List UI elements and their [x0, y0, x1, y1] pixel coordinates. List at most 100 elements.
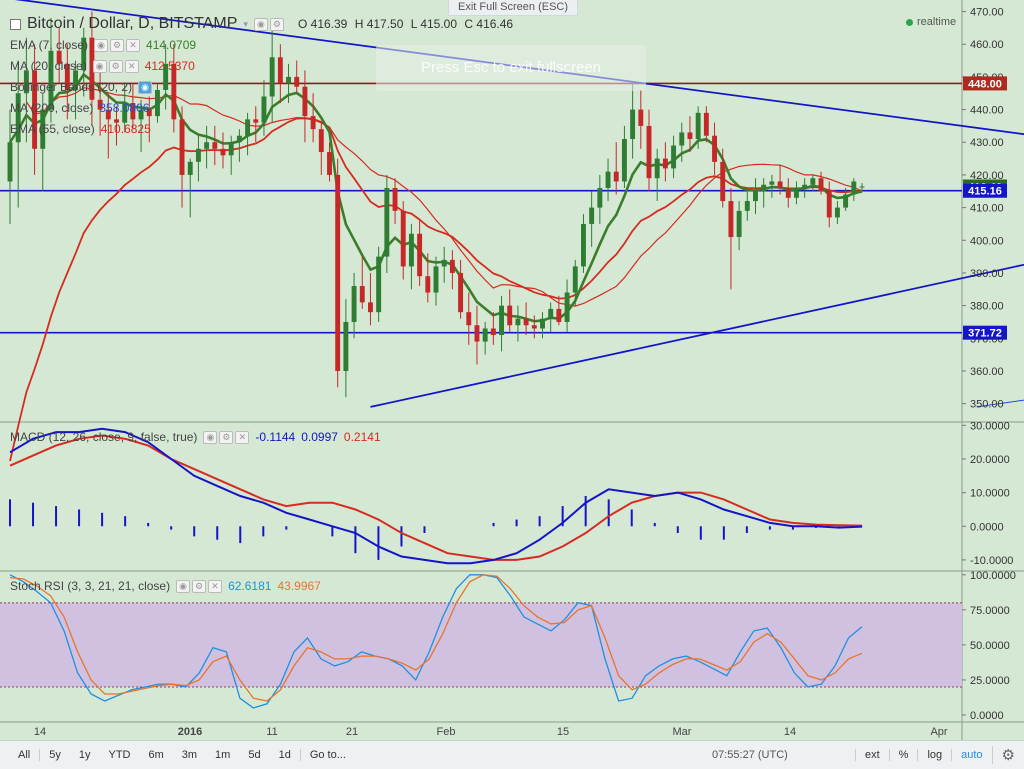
- candle-body: [408, 233, 414, 267]
- eye-icon[interactable]: ◉: [176, 579, 191, 593]
- ohlc-open-label: O: [297, 17, 308, 31]
- close-icon[interactable]: ✕: [124, 59, 139, 73]
- eye-icon[interactable]: ◉: [138, 80, 153, 94]
- candle-body: [859, 186, 865, 188]
- bottom-right-controls: ext % log auto ⚙: [854, 741, 1024, 769]
- macd-legend[interactable]: MACD (12, 26, close, 9, false, true) ◉ ⚙ ✕…: [10, 430, 381, 444]
- candle-body: [318, 129, 324, 153]
- candle-body: [474, 325, 480, 342]
- indicator-label: MA (200, close): [10, 101, 94, 115]
- candle-body: [843, 194, 849, 208]
- ohlc-high: 417.50: [366, 17, 404, 31]
- y-tick-label: 440.00: [970, 105, 1004, 117]
- status-dot-icon: [906, 18, 913, 26]
- indicator-label: EMA (55, close): [10, 122, 95, 136]
- auto-toggle[interactable]: auto: [951, 749, 991, 761]
- candle-body: [523, 318, 529, 326]
- symbol-controls: ◉ ⚙: [253, 17, 284, 31]
- candle-body: [646, 125, 652, 179]
- candle-body: [728, 201, 734, 238]
- gear-icon[interactable]: ⚙: [269, 17, 284, 31]
- indicator-label: EMA (7, close): [10, 38, 89, 52]
- range-ytd[interactable]: YTD: [108, 749, 131, 761]
- range-1m[interactable]: 1m: [215, 749, 231, 761]
- price-tag: [963, 76, 1007, 91]
- gear-icon[interactable]: ⚙: [219, 430, 234, 444]
- indicator-legend-ma200[interactable]: MA (200, close) 358.0806: [10, 101, 149, 115]
- candle-body: [195, 148, 201, 162]
- candle-body: [343, 321, 349, 371]
- candle-body: [187, 161, 193, 175]
- ohlc-open: 416.39: [310, 17, 348, 31]
- indicator-legend-ema55[interactable]: EMA (55, close) 410.6825: [10, 122, 151, 136]
- realtime-indicator: realtime: [906, 16, 956, 28]
- collapse-icon[interactable]: [10, 18, 21, 30]
- candle-body: [212, 142, 218, 149]
- candle-body: [122, 103, 128, 123]
- candle-body: [572, 266, 578, 293]
- range-all[interactable]: All: [18, 749, 31, 761]
- log-toggle[interactable]: log: [917, 749, 951, 761]
- indicator-legend-ema7[interactable]: EMA (7, close) ◉ ⚙ ✕ 414.0709: [10, 38, 196, 52]
- indicator-label: MA (20, close): [10, 59, 87, 73]
- range-3m[interactable]: 3m: [181, 749, 198, 761]
- gear-icon[interactable]: ⚙: [192, 579, 207, 593]
- y-tick-label: 410.00: [970, 203, 1004, 215]
- range-1y[interactable]: 1y: [78, 749, 91, 761]
- symbol-title[interactable]: Bitcoin / Dollar, D, BITSTAMP: [27, 15, 238, 32]
- candle-body: [277, 57, 283, 84]
- y-tick-label: 360.00: [970, 366, 1004, 378]
- percent-toggle[interactable]: %: [888, 749, 918, 761]
- indicator-legend-bollinger[interactable]: Bollinger Bands (20, 2) ◉: [10, 80, 153, 94]
- stoch-k-value: 62.6181: [228, 579, 272, 593]
- candle-body: [720, 161, 726, 202]
- candle-body: [499, 305, 504, 336]
- candle-body: [97, 99, 103, 110]
- candle-body: [540, 318, 545, 329]
- eye-icon[interactable]: ◉: [203, 430, 218, 444]
- macd-line: [9, 427, 863, 565]
- candle-body: [605, 171, 611, 188]
- eye-icon[interactable]: ◉: [253, 17, 268, 31]
- range-1d[interactable]: 1d: [278, 749, 291, 761]
- candle-body: [359, 286, 365, 303]
- candle-body: [417, 233, 423, 277]
- range-5d[interactable]: 5d: [248, 749, 261, 761]
- candle-body: [433, 266, 439, 293]
- eye-icon[interactable]: ◉: [92, 59, 107, 73]
- gear-icon[interactable]: ⚙: [110, 38, 125, 52]
- candle-body: [482, 328, 488, 342]
- candle-body: [564, 292, 570, 322]
- candle-body: [130, 103, 136, 120]
- chevron-down-icon[interactable]: ▾: [243, 18, 248, 29]
- indicator-value: 410.6825: [100, 122, 151, 136]
- candle-body: [269, 57, 275, 97]
- eye-icon[interactable]: ◉: [94, 38, 109, 52]
- range-5y[interactable]: 5y: [39, 749, 70, 761]
- stoch-legend[interactable]: Stoch RSI (3, 3, 21, 21, close) ◉ ⚙ ✕ 62.6…: [10, 579, 321, 593]
- x-tick-label: 21: [346, 726, 358, 738]
- candle-body: [458, 272, 464, 313]
- settings-gear-icon[interactable]: ⚙: [991, 746, 1024, 764]
- utc-clock: 07:55:27 (UTC): [712, 749, 788, 761]
- range-6m[interactable]: 6m: [148, 749, 164, 761]
- candle-body: [32, 70, 38, 149]
- gear-icon[interactable]: ⚙: [108, 59, 123, 73]
- close-icon[interactable]: ✕: [208, 579, 223, 593]
- x-tick-label: 15: [557, 726, 569, 738]
- goto-button[interactable]: Go to...: [299, 749, 355, 761]
- exit-fullscreen-button[interactable]: Exit Full Screen (ESC): [448, 0, 578, 16]
- candle-body: [23, 70, 29, 94]
- candle-body: [638, 109, 644, 126]
- candle-body: [81, 37, 87, 71]
- ext-toggle[interactable]: ext: [854, 749, 889, 761]
- ohlc-close-label: C: [464, 17, 474, 31]
- close-icon[interactable]: ✕: [235, 430, 250, 444]
- indicator-legend-ma20[interactable]: MA (20, close) ◉ ⚙ ✕ 412.5370: [10, 59, 195, 73]
- close-icon[interactable]: ✕: [126, 38, 141, 52]
- candle-body: [155, 89, 160, 117]
- chart-canvas[interactable]: 350.00360.00370.00380.00390.00400.00410.…: [0, 0, 1024, 740]
- candle-body: [384, 187, 390, 257]
- x-tick-label: 11: [266, 726, 277, 738]
- x-tick-label: 14: [34, 726, 46, 738]
